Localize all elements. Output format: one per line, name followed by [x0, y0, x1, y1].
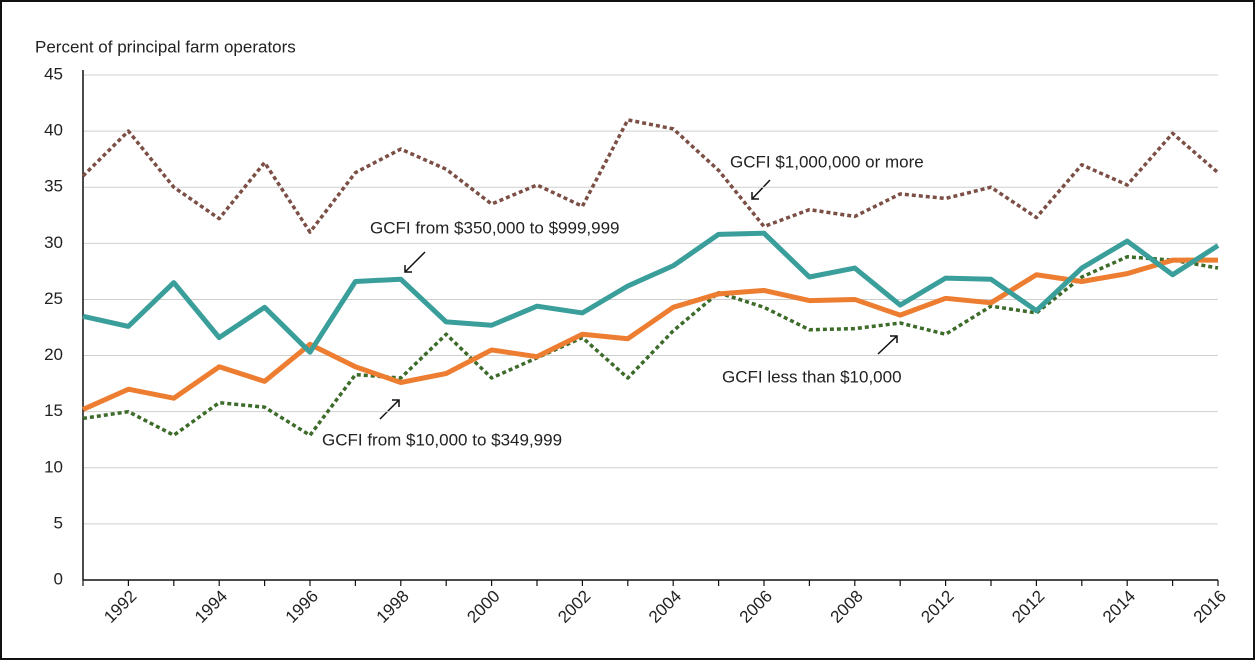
y-tick-label: 20 — [44, 345, 63, 364]
y-tick-label: 45 — [44, 64, 63, 83]
arrow-head — [751, 192, 759, 200]
y-tick-label: 25 — [44, 289, 63, 308]
y-tick-label: 0 — [54, 569, 63, 588]
arrow-head — [890, 335, 898, 343]
y-tick-label: 35 — [44, 177, 63, 196]
series-label: GCFI less than $10,000 — [722, 367, 902, 386]
series-line — [81, 257, 1218, 412]
y-axis-label: Percent of principal farm operators — [35, 37, 296, 56]
arrow-head — [392, 399, 400, 407]
y-tick-label: 30 — [44, 233, 63, 252]
series-label: GCFI $1,000,000 or more — [730, 152, 924, 171]
y-tick-label: 40 — [44, 121, 63, 140]
y-tick-label: 5 — [54, 513, 63, 532]
arrow — [404, 251, 426, 273]
y-tick-label: 15 — [44, 401, 63, 420]
series-label: GCFI from $10,000 to $349,999 — [322, 430, 562, 449]
arrow-head — [404, 265, 412, 273]
series-line — [81, 118, 1220, 234]
arrow — [751, 179, 771, 200]
arrows — [379, 179, 898, 420]
arrow — [877, 335, 898, 355]
arrow — [379, 399, 400, 420]
y-tick-label: 10 — [44, 457, 63, 476]
series-line — [82, 230, 1220, 355]
series-label: GCFI from $350,000 to $999,999 — [370, 218, 620, 237]
